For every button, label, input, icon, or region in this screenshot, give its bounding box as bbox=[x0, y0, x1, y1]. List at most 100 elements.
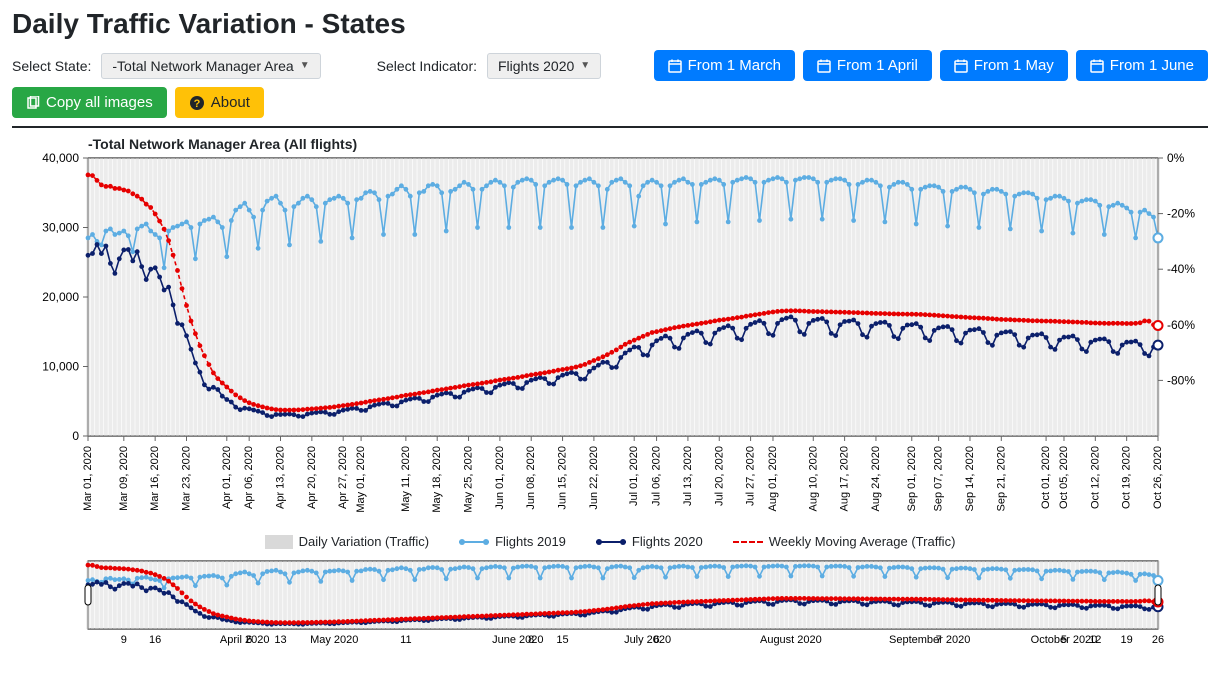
svg-text:Sep 07, 2020: Sep 07, 2020 bbox=[933, 446, 945, 511]
select-indicator-label: Select Indicator: bbox=[377, 58, 477, 74]
calendar-icon bbox=[817, 59, 831, 73]
svg-text:Jul 27, 2020: Jul 27, 2020 bbox=[745, 446, 757, 506]
svg-text:Mar 09, 2020: Mar 09, 2020 bbox=[118, 446, 130, 511]
svg-text:Sep 01, 2020: Sep 01, 2020 bbox=[906, 446, 918, 511]
calendar-icon bbox=[954, 59, 968, 73]
svg-text:Oct 12, 2020: Oct 12, 2020 bbox=[1089, 446, 1101, 509]
legend-swatch bbox=[596, 541, 626, 543]
svg-text:Jul 06, 2020: Jul 06, 2020 bbox=[651, 446, 663, 506]
svg-text:19: 19 bbox=[1121, 634, 1133, 646]
copy-all-images-button[interactable]: Copy all images bbox=[12, 87, 167, 118]
svg-text:-40%: -40% bbox=[1167, 262, 1195, 276]
from-1-june-button[interactable]: From 1 June bbox=[1076, 50, 1208, 81]
svg-text:9: 9 bbox=[121, 634, 127, 646]
svg-text:May 18, 2020: May 18, 2020 bbox=[431, 446, 443, 513]
svg-text:Apr 01, 2020: Apr 01, 2020 bbox=[221, 446, 233, 509]
svg-text:Oct 01, 2020: Oct 01, 2020 bbox=[1040, 446, 1052, 509]
svg-text:?: ? bbox=[193, 98, 200, 110]
calendar-icon bbox=[668, 59, 682, 73]
svg-text:0: 0 bbox=[72, 429, 79, 443]
from-1-april-button[interactable]: From 1 April bbox=[803, 50, 932, 81]
about-button[interactable]: ? About bbox=[175, 87, 264, 118]
svg-text:Sep 21, 2020: Sep 21, 2020 bbox=[995, 446, 1007, 511]
svg-text:Apr 06, 2020: Apr 06, 2020 bbox=[243, 446, 255, 509]
select-indicator-dropdown[interactable]: Flights 2020 ▼ bbox=[487, 53, 601, 79]
svg-text:6: 6 bbox=[654, 634, 660, 646]
svg-text:Jun 08, 2020: Jun 08, 2020 bbox=[525, 446, 537, 510]
legend-label: Weekly Moving Average (Traffic) bbox=[769, 534, 956, 549]
legend-item-2020: Flights 2020 bbox=[596, 534, 703, 549]
main-chart: 0 10,000 20,000 30,000 40,000 0% -20% -40% -60% -… bbox=[12, 152, 1208, 532]
svg-text:Jun 22, 2020: Jun 22, 2020 bbox=[588, 446, 600, 510]
svg-text:5: 5 bbox=[1061, 634, 1067, 646]
svg-text:Apr 20, 2020: Apr 20, 2020 bbox=[306, 446, 318, 509]
svg-text:Jun 15, 2020: Jun 15, 2020 bbox=[557, 446, 569, 510]
legend-swatch bbox=[459, 541, 489, 543]
select-state-dropdown[interactable]: -Total Network Manager Area ▼ bbox=[101, 53, 320, 79]
svg-text:40,000: 40,000 bbox=[42, 152, 79, 165]
overview-chart[interactable]: 916April 2020613May 202011June 2020815Ju… bbox=[12, 555, 1208, 659]
svg-text:Jul 13, 2020: Jul 13, 2020 bbox=[682, 446, 694, 506]
svg-text:16: 16 bbox=[149, 634, 161, 646]
chart-title: -Total Network Manager Area (All flights… bbox=[88, 136, 1208, 152]
svg-text:-80%: -80% bbox=[1167, 373, 1195, 387]
svg-text:April 2020: April 2020 bbox=[220, 634, 270, 646]
select-indicator-value: Flights 2020 bbox=[498, 58, 574, 74]
svg-text:Aug 10, 2020: Aug 10, 2020 bbox=[807, 446, 819, 511]
svg-text:May 11, 2020: May 11, 2020 bbox=[400, 446, 412, 512]
svg-text:July 2020: July 2020 bbox=[624, 634, 671, 646]
svg-text:Apr 13, 2020: Apr 13, 2020 bbox=[275, 446, 287, 509]
from-1-may-button[interactable]: From 1 May bbox=[940, 50, 1068, 81]
from-1-march-button[interactable]: From 1 March bbox=[654, 50, 795, 81]
svg-text:20,000: 20,000 bbox=[42, 290, 79, 304]
svg-text:Jul 01, 2020: Jul 01, 2020 bbox=[628, 446, 640, 506]
svg-text:Jul 20, 2020: Jul 20, 2020 bbox=[713, 446, 725, 506]
svg-text:12: 12 bbox=[1089, 634, 1101, 646]
svg-text:Apr 27, 2020: Apr 27, 2020 bbox=[337, 446, 349, 509]
svg-text:Oct 26, 2020: Oct 26, 2020 bbox=[1152, 446, 1164, 509]
chart-container: -Total Network Manager Area (All flights… bbox=[12, 136, 1208, 659]
svg-text:10,000: 10,000 bbox=[42, 360, 79, 374]
button-label: From 1 May bbox=[974, 57, 1054, 74]
svg-text:Jun 01, 2020: Jun 01, 2020 bbox=[494, 446, 506, 510]
select-state-label: Select State: bbox=[12, 58, 91, 74]
svg-text:13: 13 bbox=[274, 634, 286, 646]
chevron-down-icon: ▼ bbox=[580, 60, 590, 71]
legend-label: Daily Variation (Traffic) bbox=[299, 534, 430, 549]
button-label: From 1 April bbox=[837, 57, 918, 74]
svg-text:May 2020: May 2020 bbox=[310, 634, 358, 646]
svg-text:Aug 17, 2020: Aug 17, 2020 bbox=[839, 446, 851, 511]
svg-text:August 2020: August 2020 bbox=[760, 634, 822, 646]
svg-text:8: 8 bbox=[528, 634, 534, 646]
button-label: From 1 March bbox=[688, 57, 781, 74]
legend-swatch bbox=[733, 541, 763, 543]
svg-text:Oct 19, 2020: Oct 19, 2020 bbox=[1121, 446, 1133, 509]
divider bbox=[12, 126, 1208, 128]
chart-legend: Daily Variation (Traffic) Flights 2019 F… bbox=[12, 534, 1208, 549]
legend-item-bars: Daily Variation (Traffic) bbox=[265, 534, 430, 549]
button-label: From 1 June bbox=[1110, 57, 1194, 74]
svg-text:6: 6 bbox=[246, 634, 252, 646]
svg-text:0%: 0% bbox=[1167, 152, 1185, 165]
button-label: About bbox=[211, 94, 250, 111]
button-label: Copy all images bbox=[46, 94, 153, 111]
svg-text:Aug 24, 2020: Aug 24, 2020 bbox=[870, 446, 882, 511]
svg-text:7: 7 bbox=[936, 634, 942, 646]
legend-item-avg: Weekly Moving Average (Traffic) bbox=[733, 534, 956, 549]
legend-label: Flights 2020 bbox=[632, 534, 703, 549]
calendar-icon bbox=[1090, 59, 1104, 73]
svg-text:May 01, 2020: May 01, 2020 bbox=[355, 446, 367, 513]
svg-text:Oct 05, 2020: Oct 05, 2020 bbox=[1058, 446, 1070, 509]
page-title: Daily Traffic Variation - States bbox=[12, 8, 1208, 40]
chevron-down-icon: ▼ bbox=[300, 60, 310, 71]
svg-text:Mar 16, 2020: Mar 16, 2020 bbox=[149, 446, 161, 511]
svg-text:30,000: 30,000 bbox=[42, 221, 79, 235]
svg-text:Mar 01, 2020: Mar 01, 2020 bbox=[82, 446, 94, 511]
svg-text:May 25, 2020: May 25, 2020 bbox=[463, 446, 475, 513]
legend-label: Flights 2019 bbox=[495, 534, 566, 549]
action-buttons-row: Copy all images ? About bbox=[12, 87, 1208, 118]
svg-text:-20%: -20% bbox=[1167, 207, 1195, 221]
svg-text:-60%: -60% bbox=[1167, 318, 1195, 332]
svg-text:Aug 01, 2020: Aug 01, 2020 bbox=[767, 446, 779, 511]
select-state-value: -Total Network Manager Area bbox=[112, 58, 293, 74]
